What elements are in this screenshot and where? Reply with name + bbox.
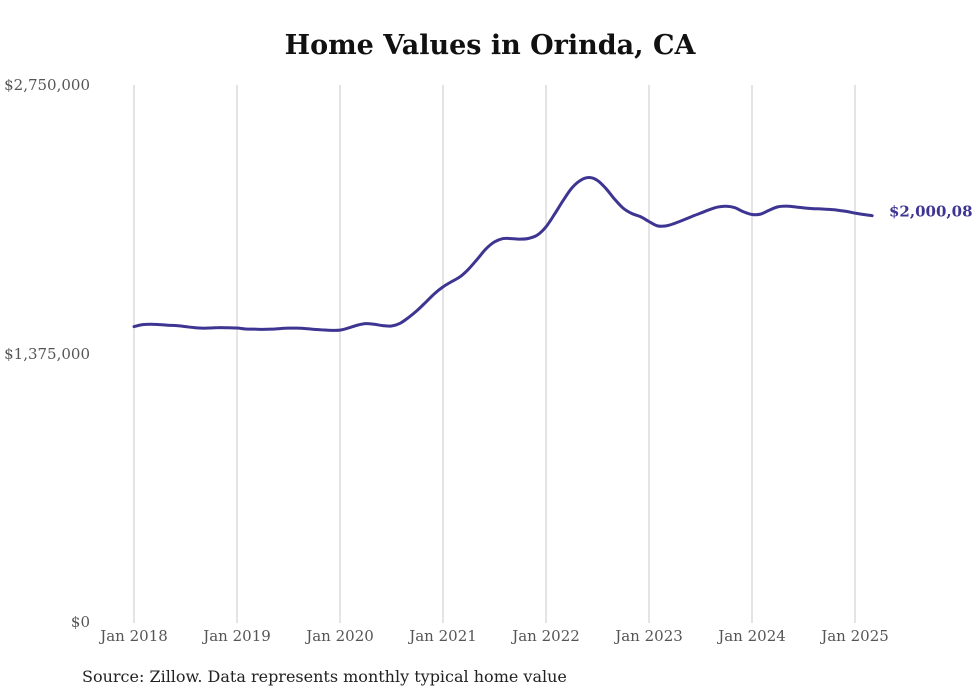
series-line [132,176,874,332]
source-note: Source: Zillow. Data represents monthly … [82,667,567,686]
series-layer [132,176,874,332]
x-tick-label: Jan 2019 [201,627,271,645]
end-value-label: $2,000,08 [889,203,973,221]
x-tick-label: Jan 2022 [510,627,580,645]
x-tick-label: Jan 2020 [304,627,374,645]
y-axis-ticks: $0 $1,375,000 $2,750,000 [4,76,90,631]
x-tick-label: Jan 2024 [716,627,786,645]
y-tick-label: $1,375,000 [4,345,90,363]
x-tick-label: Jan 2018 [98,627,168,645]
x-tick-label: Jan 2023 [613,627,683,645]
grid-lines [133,85,856,623]
x-axis-ticks: Jan 2018 Jan 2019 Jan 2020 Jan 2021 Jan 2022… [98,627,889,645]
chart-title: Home Values in Orinda, CA [284,30,696,61]
y-tick-label: $0 [71,613,90,631]
y-tick-label: $2,750,000 [4,76,90,94]
end-label-layer: $2,000,08 [889,203,973,221]
x-tick-label: Jan 2025 [819,627,889,645]
x-tick-label: Jan 2021 [407,627,477,645]
